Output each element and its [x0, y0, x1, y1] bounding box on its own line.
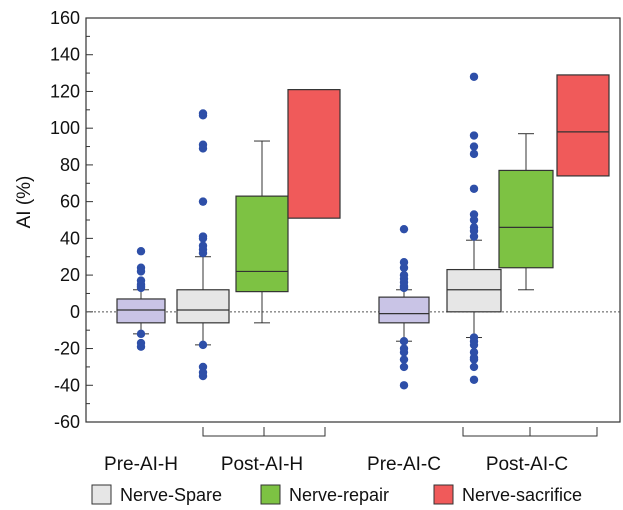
y-tick-label: 100 [50, 118, 80, 138]
outlier-point [469, 184, 479, 193]
y-tick-label: -60 [54, 412, 80, 432]
outlier-point [399, 348, 409, 357]
outlier-point [469, 362, 479, 372]
legend-swatch [260, 484, 281, 505]
outlier-point [399, 337, 409, 346]
outlier-point [399, 283, 409, 293]
box-rect [446, 268, 502, 313]
y-tick-label: -20 [54, 339, 80, 359]
box-rect [378, 296, 430, 324]
outlier-point [469, 375, 479, 384]
category-label: Post-AI-C [486, 454, 568, 475]
outlier-point [399, 263, 409, 272]
outlier-point [399, 362, 409, 372]
outlier-point [136, 329, 146, 339]
outlier-point [198, 248, 208, 258]
outlier-point [399, 381, 409, 390]
y-tick-label: 60 [60, 192, 80, 212]
legend-swatch [91, 484, 112, 505]
category-label: Pre-AI-H [104, 454, 178, 475]
outlier-point [469, 142, 479, 151]
y-axis-title: AI (%) [14, 176, 35, 229]
y-tick-label: 120 [50, 81, 80, 101]
outlier-point [198, 111, 208, 120]
outlier-point [136, 342, 146, 351]
outlier-point [469, 232, 479, 241]
legend-label: Nerve-repair [289, 485, 389, 505]
category-label: Post-AI-H [221, 454, 303, 475]
outlier-point [469, 355, 479, 364]
box-rect [498, 169, 554, 269]
legend-label: Nerve-sacrifice [462, 485, 582, 505]
outlier-point [198, 234, 208, 243]
category-bracket [202, 427, 326, 437]
outlier-point [469, 131, 479, 140]
box-rect [176, 289, 230, 324]
legend-label: Nerve-Spare [120, 485, 222, 505]
outlier-point [198, 144, 208, 153]
y-tick-label: -40 [54, 375, 80, 395]
outlier-point [198, 371, 208, 381]
outlier-point [469, 149, 479, 159]
y-tick-label: 40 [60, 228, 80, 248]
y-tick-label: 80 [60, 155, 80, 175]
outlier-point [136, 283, 146, 293]
outlier-point [469, 72, 479, 81]
box-rect [235, 195, 289, 293]
outlier-point [136, 267, 146, 276]
category-label: Pre-AI-C [367, 454, 441, 475]
outlier-point [469, 215, 479, 225]
outlier-point [399, 355, 409, 364]
y-tick-label: 160 [50, 8, 80, 28]
category-bracket [462, 427, 598, 437]
outlier-point [136, 247, 146, 256]
outlier-point [198, 197, 208, 206]
outlier-point [399, 224, 409, 234]
y-tick-label: 0 [70, 302, 80, 322]
box-rect [116, 298, 166, 324]
legend-swatch [433, 484, 454, 505]
box-rect [556, 74, 610, 177]
y-tick-label: 20 [60, 265, 80, 285]
outlier-point [198, 340, 208, 350]
y-tick-label: 140 [50, 45, 80, 65]
box-rect [287, 89, 341, 219]
outlier-point [469, 340, 479, 350]
